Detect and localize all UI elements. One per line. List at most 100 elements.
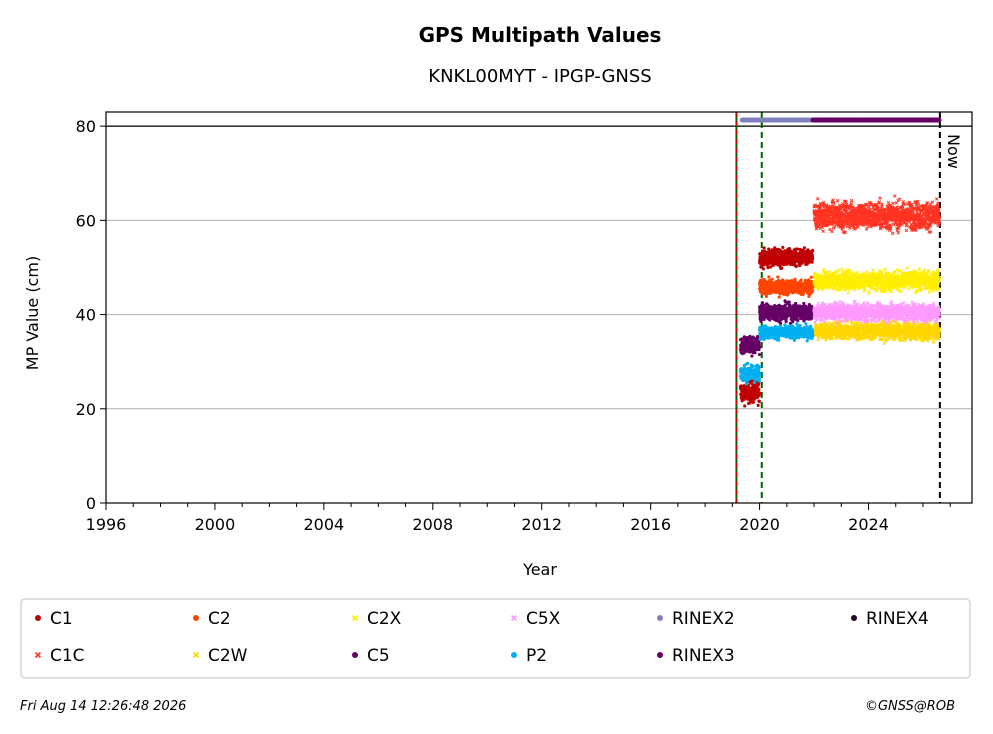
data-point xyxy=(916,202,921,207)
data-point xyxy=(821,229,825,234)
data-point xyxy=(757,345,762,349)
data-point xyxy=(914,228,918,233)
data-point xyxy=(816,338,821,342)
data-point xyxy=(906,286,911,291)
data-point xyxy=(794,264,799,268)
series-c2 xyxy=(757,275,815,299)
data-point xyxy=(891,201,895,206)
chart-subtitle: KNKL00MYT - IPGP-GNSS xyxy=(428,66,651,87)
data-point xyxy=(751,400,755,404)
data-point xyxy=(843,230,847,235)
data-point xyxy=(767,275,771,279)
data-point xyxy=(796,247,800,251)
data-point xyxy=(930,200,935,204)
data-point xyxy=(896,231,901,235)
data-point xyxy=(821,202,826,206)
data-point xyxy=(888,227,893,231)
data-point xyxy=(770,277,774,281)
data-point xyxy=(848,226,852,230)
data-point xyxy=(757,387,761,391)
data-point xyxy=(835,198,840,203)
data-point xyxy=(934,197,939,201)
data-point xyxy=(901,200,906,204)
data-point xyxy=(904,228,909,233)
data-point xyxy=(834,218,838,223)
data-point xyxy=(888,223,892,227)
data-point xyxy=(762,246,766,250)
data-point xyxy=(905,222,909,226)
data-point xyxy=(802,246,807,250)
data-point xyxy=(878,196,882,200)
data-point xyxy=(810,257,815,261)
data-point xyxy=(903,221,907,225)
data-point xyxy=(932,340,936,344)
data-point xyxy=(776,275,780,279)
data-point xyxy=(757,352,762,357)
data-point xyxy=(897,226,901,230)
data-point xyxy=(749,399,753,404)
data-point xyxy=(809,275,813,279)
series-c1c xyxy=(812,194,942,236)
data-point xyxy=(914,225,919,229)
data-point xyxy=(856,225,860,229)
data-point xyxy=(781,245,785,249)
data-point xyxy=(799,278,803,282)
data-point xyxy=(922,267,927,272)
data-point xyxy=(897,197,902,202)
data-point xyxy=(849,198,854,203)
data-point xyxy=(864,227,869,231)
data-point xyxy=(882,341,887,346)
grid-lines xyxy=(106,125,972,410)
data-point xyxy=(890,231,895,236)
data-point xyxy=(852,320,856,325)
data-point xyxy=(838,203,842,207)
data-point xyxy=(879,224,884,229)
data-point xyxy=(917,267,921,271)
data-point xyxy=(909,202,914,207)
data-point xyxy=(875,220,880,225)
data-point xyxy=(880,202,884,207)
data-point xyxy=(845,337,850,341)
data-point xyxy=(902,202,907,207)
event-lines xyxy=(106,112,972,503)
data-point xyxy=(750,379,754,383)
data-point xyxy=(865,270,869,274)
data-point xyxy=(853,226,858,230)
data-point xyxy=(877,200,882,204)
data-point xyxy=(761,267,765,271)
data-point xyxy=(787,246,792,251)
data-point xyxy=(885,219,890,224)
data-point xyxy=(769,265,773,269)
data-point xyxy=(831,198,835,202)
data-point xyxy=(811,248,815,253)
data-point xyxy=(832,201,836,205)
data-point xyxy=(753,351,757,355)
data-point xyxy=(883,267,888,272)
data-point xyxy=(886,200,891,205)
data-point xyxy=(764,294,769,298)
data-point xyxy=(810,260,814,264)
chart-title: GPS Multipath Values xyxy=(419,23,662,47)
data-points xyxy=(738,117,942,408)
data-point xyxy=(915,199,920,204)
data-point xyxy=(743,404,747,408)
data-point xyxy=(757,399,761,403)
data-point xyxy=(757,391,762,395)
data-point xyxy=(905,266,909,270)
data-point xyxy=(915,210,919,214)
data-point xyxy=(750,354,754,358)
data-point xyxy=(777,295,781,299)
data-point xyxy=(766,265,770,270)
data-point xyxy=(756,403,760,407)
data-point xyxy=(871,268,875,272)
data-point xyxy=(763,249,767,253)
data-point xyxy=(893,194,897,198)
data-point xyxy=(840,267,844,271)
data-point xyxy=(815,197,820,201)
data-point xyxy=(780,266,784,270)
data-point xyxy=(789,249,793,253)
data-point xyxy=(866,224,870,229)
series-c2x xyxy=(812,266,942,296)
data-point xyxy=(869,202,874,207)
data-point xyxy=(846,290,851,295)
